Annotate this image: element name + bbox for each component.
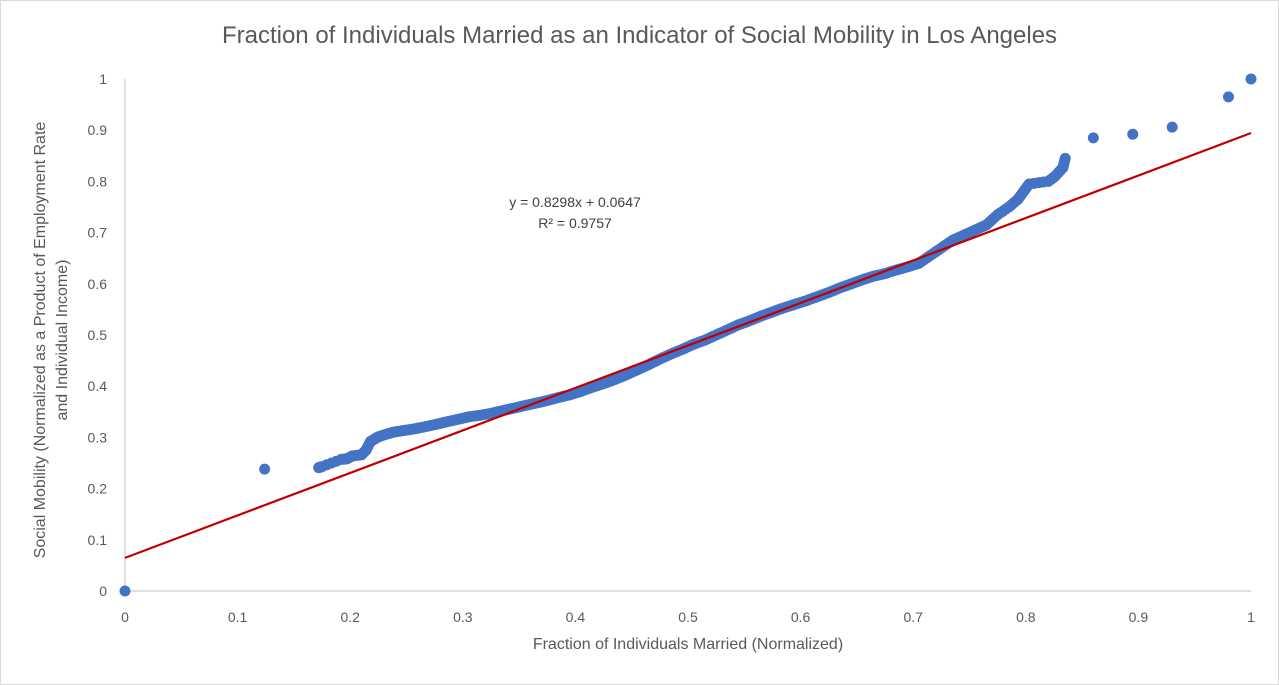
- x-tick-label: 0.9: [1129, 609, 1149, 625]
- data-point: [119, 585, 131, 597]
- trendline-r2-text: R² = 0.9757: [538, 215, 612, 231]
- y-tick-label: 1: [99, 71, 107, 87]
- y-tick-label: 0.9: [88, 122, 108, 138]
- trendline-group: [124, 131, 1252, 559]
- y-tick-label: 0.8: [88, 173, 108, 189]
- x-tick-label: 0.6: [791, 609, 811, 625]
- x-tick-label: 0: [121, 609, 129, 625]
- trendline: [124, 131, 1252, 559]
- y-tick-label: 0.5: [88, 327, 108, 343]
- chart-title: Fraction of Individuals Married as an In…: [221, 22, 1058, 49]
- y-tick-label: 0.3: [88, 429, 108, 445]
- trendline-equation: y = 0.8298x + 0.0647 R² = 0.9757: [460, 192, 690, 234]
- data-points: [119, 73, 1257, 597]
- y-tick-label: 0.1: [88, 532, 108, 548]
- x-tick-label: 0.7: [903, 609, 923, 625]
- trendline-equation-text: y = 0.8298x + 0.0647: [509, 194, 641, 210]
- y-tick-label: 0.4: [88, 378, 108, 394]
- data-point: [259, 463, 271, 475]
- x-tick-label: 0.1: [228, 609, 248, 625]
- x-tick-label: 0.3: [453, 609, 473, 625]
- tick-labels: 0 0.1 0.2 0.3 0.4 0.5 0.6 0.7 0.8 0.9 1 0 0.1 0.2 0.3 0…: [88, 71, 1256, 625]
- x-tick-label: 1: [1247, 609, 1255, 625]
- data-point: [1245, 73, 1257, 85]
- x-tick-label: 0.2: [340, 609, 360, 625]
- x-tick-label: 0.8: [1016, 609, 1036, 625]
- data-point: [1127, 128, 1139, 140]
- axes: [124, 79, 1251, 592]
- y-tick-label: 0.7: [88, 225, 108, 241]
- y-tick-label: 0.2: [88, 481, 108, 497]
- y-tick-label: 0: [99, 583, 107, 599]
- x-axis-label: Fraction of Individuals Married (Normali…: [532, 636, 844, 653]
- data-point: [1087, 132, 1099, 144]
- x-tick-label: 0.4: [566, 609, 586, 625]
- data-point: [1222, 91, 1234, 103]
- data-point: [1059, 152, 1071, 164]
- x-tick-label: 0.5: [678, 609, 698, 625]
- y-tick-label: 0.6: [88, 276, 108, 292]
- data-point: [1166, 121, 1178, 133]
